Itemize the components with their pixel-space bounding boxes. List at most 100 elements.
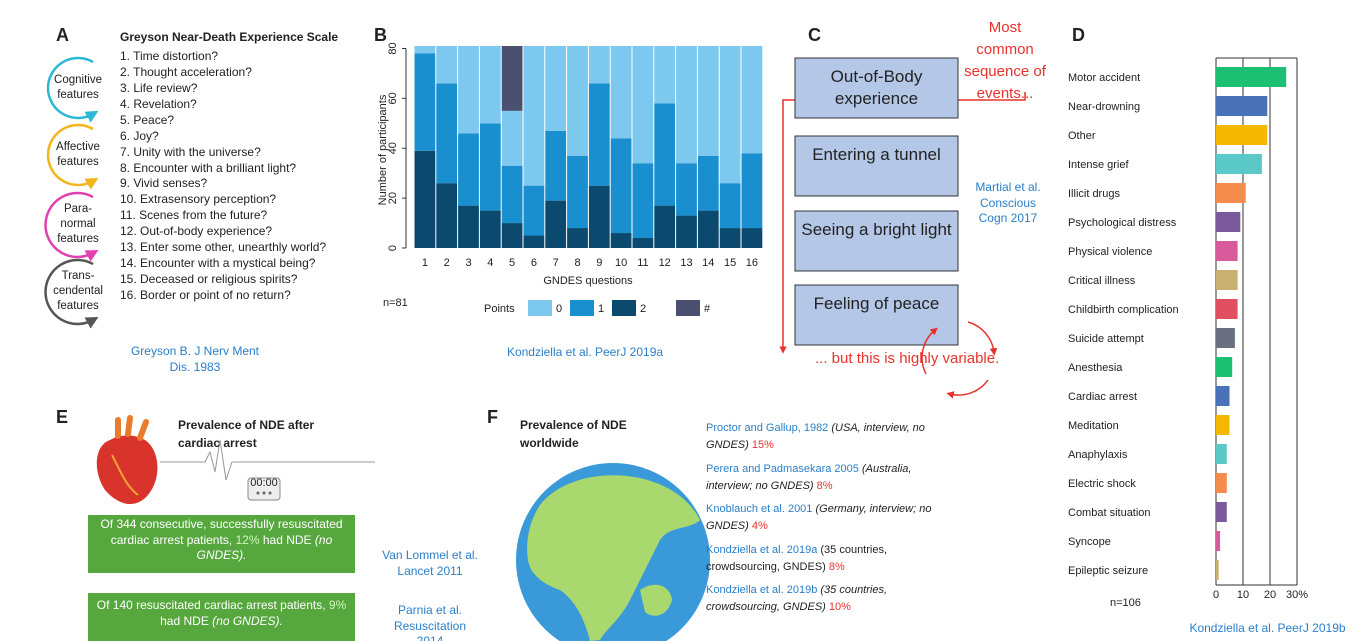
- scale-item: 2. Thought acceleration?: [120, 65, 252, 81]
- title: Prevalence of NDE after cardiac arrest: [178, 416, 328, 452]
- bar-segment: [742, 228, 763, 248]
- scale-title: Greyson Near-Death Experience Scale: [120, 30, 338, 46]
- x-tick-label: 16: [746, 257, 758, 269]
- step-label: Seeing a bright light: [795, 219, 958, 241]
- legend-swatch: [570, 300, 594, 316]
- x-tick-label: 30%: [1286, 589, 1308, 601]
- bar-segment: [567, 46, 588, 156]
- bar-segment: [524, 186, 545, 236]
- globe: [516, 463, 710, 641]
- bar-segment: [698, 46, 719, 156]
- study-pct: 12%: [235, 533, 259, 547]
- bar-segment: [524, 46, 545, 186]
- study-pct: 9%: [329, 598, 346, 612]
- scale-item: 16. Border or point of no return?: [120, 288, 291, 304]
- bar: [1216, 560, 1219, 580]
- category-label: Combat situation: [1068, 507, 1151, 519]
- scale-item: 5. Peace?: [120, 113, 174, 129]
- scale-item: 1. Time distortion?: [120, 49, 218, 65]
- bar: [1216, 357, 1232, 377]
- bar-segment: [567, 228, 588, 248]
- bar-segment: [676, 163, 697, 215]
- bar-segment: [458, 133, 479, 205]
- bar-segment: [633, 238, 654, 248]
- x-tick-label: 1: [422, 257, 428, 269]
- bar: [1216, 125, 1267, 145]
- bar-segment: [502, 166, 523, 223]
- bar-segment: [415, 151, 436, 248]
- y-axis-label: Number of participants: [377, 94, 389, 205]
- category-label: Childbirth complication: [1068, 304, 1179, 316]
- x-tick-label: 10: [1237, 589, 1249, 601]
- ref-author: Proctor and Gallup, 1982: [706, 422, 828, 434]
- bar: [1216, 241, 1238, 261]
- x-axis-label: GNDES questions: [543, 275, 633, 287]
- bar-segment: [589, 186, 610, 248]
- category-label: Illicit drugs: [1068, 188, 1120, 200]
- panel-letter: E: [56, 406, 68, 429]
- scale-item: 11. Scenes from the future?: [120, 208, 267, 224]
- category-label: Other: [1068, 130, 1096, 142]
- bar-segment: [415, 46, 436, 53]
- bar-segment: [589, 46, 610, 83]
- bar: [1216, 502, 1227, 522]
- bar-segment: [480, 46, 501, 123]
- category-label: Suicide attempt: [1068, 333, 1144, 345]
- category-label: Electric shock: [1068, 478, 1136, 490]
- x-tick-label: 20: [1264, 589, 1276, 601]
- bar: [1216, 386, 1230, 406]
- legend-swatch: [528, 300, 552, 316]
- bar-segment: [654, 206, 675, 248]
- ref-pct: 4%: [752, 520, 768, 532]
- category-label: Meditation: [1068, 420, 1119, 432]
- legend-label: #: [704, 303, 711, 315]
- x-tick-label: 8: [574, 257, 580, 269]
- category-label: Anaphylaxis: [1068, 449, 1128, 461]
- x-tick-label: 4: [487, 257, 493, 269]
- bar-segment: [545, 201, 566, 248]
- feature-label: Para-normal features: [50, 202, 106, 247]
- legend-label: 1: [598, 303, 604, 315]
- monitor-button: [263, 492, 266, 495]
- legend-swatch: [612, 300, 636, 316]
- x-tick-label: 0: [1213, 589, 1219, 601]
- panel-letter: B: [374, 24, 387, 47]
- x-tick-label: 11: [637, 257, 648, 269]
- scale-item: 10. Extrasensory perception?: [120, 192, 276, 208]
- bar-segment: [524, 236, 545, 248]
- ref-author: Kondziella et al. 2019a: [706, 544, 817, 556]
- citation: Martial et al. Conscious Cogn 2017: [968, 180, 1048, 227]
- step-label: Feeling of peace: [795, 293, 958, 315]
- study-text: Of 140 resuscitated cardiac arrest patie…: [95, 598, 348, 629]
- scale-item: 14. Encounter with a mystical being?: [120, 256, 315, 272]
- bar-segment: [742, 46, 763, 153]
- bar-segment: [720, 183, 741, 228]
- bar: [1216, 415, 1230, 435]
- study-text-before: Of 140 resuscitated cardiac arrest patie…: [97, 598, 326, 612]
- bar-segment: [633, 163, 654, 238]
- monitor-display: 00:00: [250, 477, 278, 489]
- scale-item: 9. Vivid senses?: [120, 176, 207, 192]
- ref-pct: 8%: [829, 561, 845, 573]
- bar-segment: [611, 46, 632, 138]
- x-tick-label: 3: [465, 257, 471, 269]
- category-label: Epileptic seizure: [1068, 565, 1148, 577]
- x-tick-label: 7: [553, 257, 559, 269]
- figure: 020406080Number of participants123456789…: [0, 0, 1360, 641]
- bar: [1216, 299, 1238, 319]
- feature-label: Affective features: [50, 140, 106, 170]
- panel-letter: D: [1072, 24, 1085, 47]
- x-tick-label: 9: [596, 257, 602, 269]
- bar-segment: [654, 46, 675, 103]
- heart: [97, 436, 158, 505]
- ref-author: Knoblauch et al. 2001: [706, 503, 812, 515]
- bar-segment: [611, 138, 632, 233]
- legend-label: 0: [556, 303, 562, 315]
- bar-segment: [633, 46, 654, 163]
- bar: [1216, 444, 1227, 464]
- category-label: Cardiac arrest: [1068, 391, 1137, 403]
- study-note: (no GNDES).: [212, 614, 283, 628]
- reference: Kondziella et al. 2019a (35 countries, c…: [706, 542, 938, 576]
- annotation: n=81: [383, 297, 408, 309]
- category-label: Anesthesia: [1068, 362, 1123, 374]
